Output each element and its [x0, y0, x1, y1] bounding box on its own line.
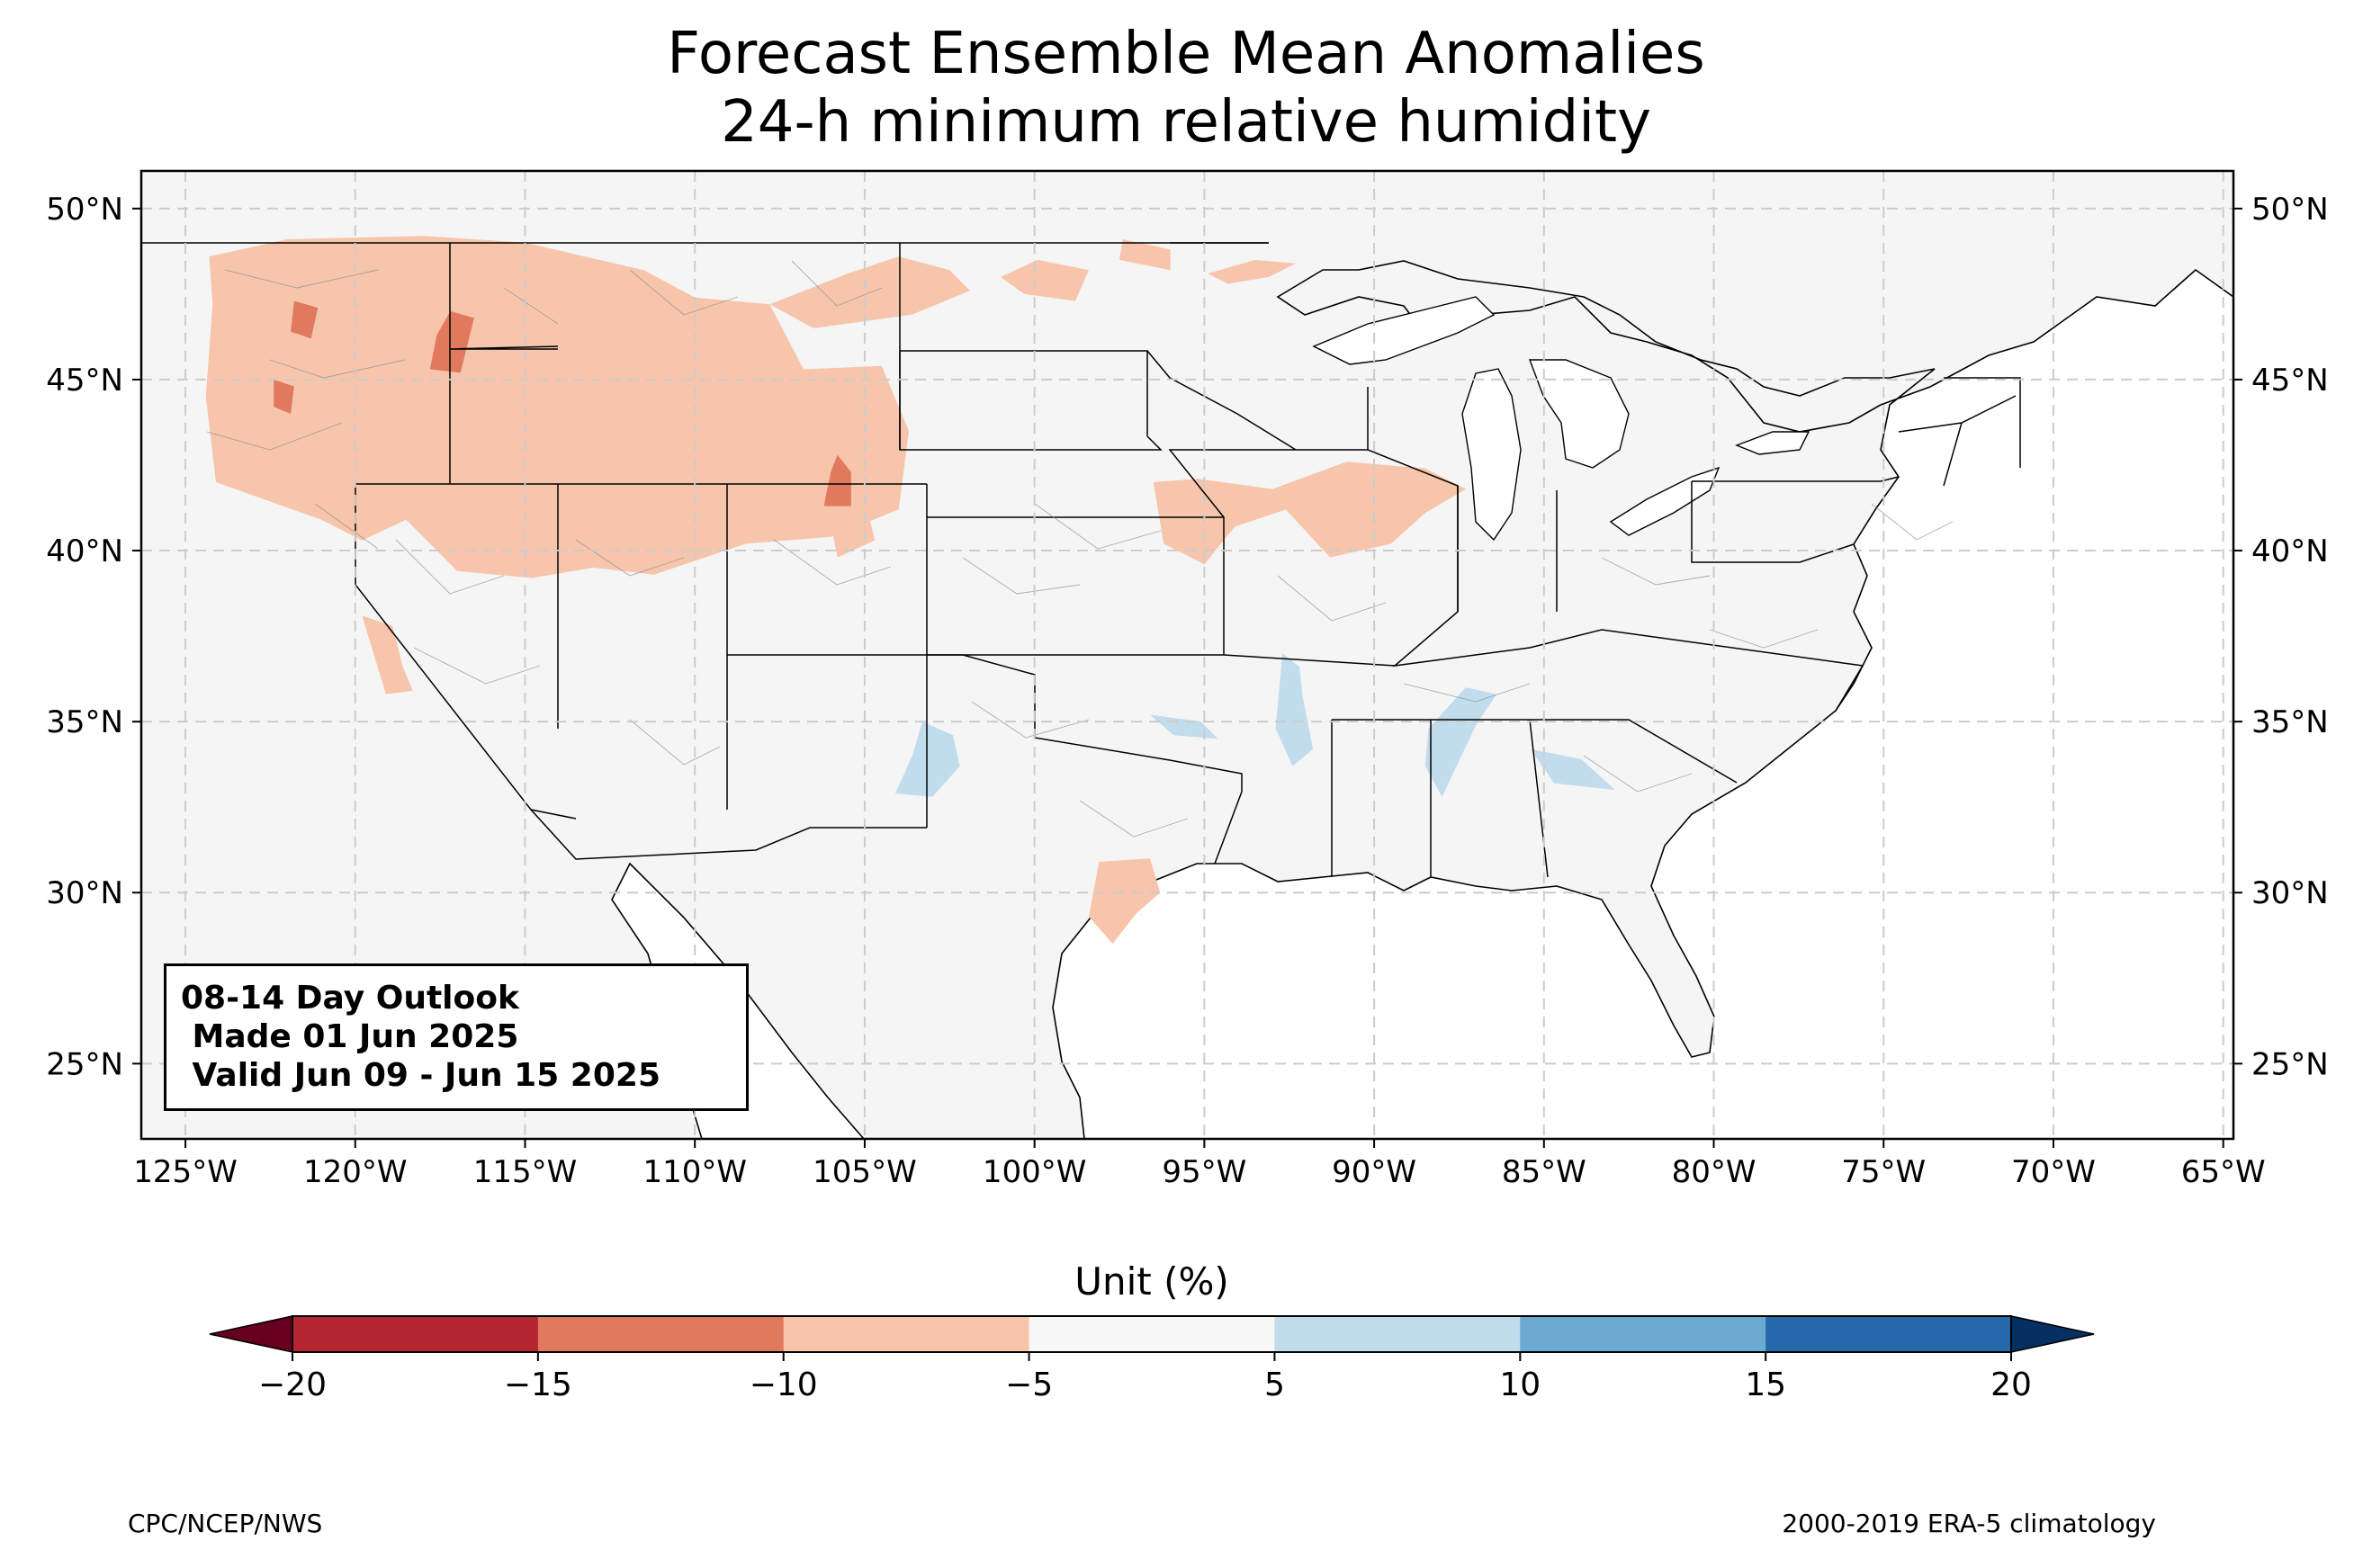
anomaly-iowa-illinois-dry [1153, 461, 1466, 565]
anomaly-north-dakota-dry-2 [1119, 239, 1171, 271]
colorbar-tick-label: −5 [1005, 1366, 1053, 1403]
lat-tick-label-left: 40°N [46, 533, 123, 569]
anomaly-north-dakota-dry-1 [1000, 259, 1089, 301]
anomaly-oklahoma-wet [1150, 714, 1218, 739]
lon-tick-label: 85°W [1502, 1154, 1586, 1190]
lake-michigan [1461, 368, 1522, 542]
anomaly-washington-strong-dry [291, 300, 319, 339]
lake-ontario [1735, 431, 1810, 455]
colorbar-segment [1029, 1316, 1275, 1352]
colorbar-over-arrow [2010, 1315, 2095, 1353]
colorbar-segment [292, 1316, 539, 1352]
lat-tick-label-right: 30°N [2251, 875, 2329, 911]
colorbar-tick-label: −15 [504, 1366, 572, 1403]
colorbar-tick-label: 5 [1264, 1366, 1285, 1403]
anomaly-oregon-strong-dry [274, 379, 294, 414]
colorbar-label: Unit (%) [1074, 1259, 1229, 1304]
colorbar-segment [1274, 1316, 1521, 1352]
colorbar-tick-label: 20 [1990, 1366, 2032, 1403]
county-lines [206, 260, 1954, 838]
anomaly-arkansas-wet [1275, 653, 1314, 766]
lon-tick-label: 65°W [2181, 1154, 2266, 1190]
state-borders [141, 242, 2021, 878]
lon-tick-label: 125°W [133, 1154, 238, 1190]
anomaly-california-dry [362, 615, 413, 694]
anomaly-idaho-strong-dry [429, 310, 474, 373]
colorbar-tick-label: −20 [258, 1366, 327, 1403]
anomaly-georgia-wet [1530, 748, 1616, 791]
lat-tick-label-left: 25°N [46, 1046, 123, 1082]
lat-tick-label-right: 25°N [2251, 1046, 2329, 1082]
colorbar-tick-label: −10 [750, 1366, 818, 1403]
lon-tick-label: 95°W [1162, 1154, 1246, 1190]
colorbar-segment [783, 1316, 1030, 1352]
lon-tick-label: 105°W [813, 1154, 917, 1190]
lon-tick-label: 80°W [1672, 1154, 1757, 1190]
lon-tick-label: 70°W [2011, 1154, 2096, 1190]
colorbar-segment [1766, 1316, 2012, 1352]
lon-tick-label: 100°W [983, 1154, 1087, 1190]
lat-tick-label-left: 45°N [46, 363, 123, 399]
info-line-1: 08-14 Day Outlook [181, 980, 519, 1017]
colorbar: −20 −15 −10 −5 5 10 15 20 [209, 1315, 2095, 1403]
lon-tick-label: 115°W [473, 1154, 578, 1190]
lat-tick-label-left: 35°N [46, 704, 123, 740]
info-line-3: Valid Jun 09 - Jun 15 2025 [181, 1057, 661, 1094]
axis-ticks: 125°W 120°W 115°W 110°W 105°W 100°W 95°W 90°W 85… [46, 192, 2328, 1190]
lat-tick-label-right: 35°N [2251, 704, 2329, 740]
lake-superior [1312, 296, 1496, 365]
credit-right: 2000-2019 ERA-5 climatology [1782, 1509, 2156, 1538]
outlook-info-box: 08-14 Day Outlook Made 01 Jun 2025 Valid… [164, 963, 749, 1111]
lon-tick-label: 110°W [642, 1154, 747, 1190]
lat-tick-label-left: 50°N [46, 192, 123, 228]
lon-tick-label: 90°W [1332, 1154, 1416, 1190]
colorbar-segment [1520, 1316, 1766, 1352]
anomaly-texas-dry [1089, 858, 1161, 945]
title-line-1: Forecast Ensemble Mean Anomalies [667, 21, 1705, 87]
lon-tick-label: 120°W [303, 1154, 408, 1190]
colorbar-segment [537, 1316, 785, 1352]
credit-left: CPC/NCEP/NWS [128, 1509, 323, 1538]
lat-tick-label-right: 40°N [2251, 533, 2329, 569]
map-frame [139, 169, 2235, 1141]
lon-tick-label: 75°W [1841, 1154, 1926, 1190]
chart-title: Forecast Ensemble Mean Anomalies 24-h mi… [0, 20, 2372, 157]
colorbar-outline [292, 1315, 2012, 1353]
info-line-2: Made 01 Jun 2025 [181, 1018, 519, 1055]
lake-huron [1528, 359, 1630, 469]
anomaly-minnesota-dry [1208, 259, 1297, 284]
colorbar-under-arrow [209, 1315, 293, 1353]
anomaly-wyoming-strong-dry [823, 454, 851, 506]
anomaly-northwest-dry [205, 236, 909, 578]
colorbar-tick-label: 15 [1745, 1366, 1786, 1403]
anomaly-alabama-wet [1424, 687, 1496, 797]
anomaly-colorado-dry [827, 506, 876, 558]
lat-tick-label-right: 50°N [2251, 192, 2329, 228]
lat-tick-label-left: 30°N [46, 875, 123, 911]
lat-tick-label-right: 45°N [2251, 363, 2329, 399]
colorbar-tick-label: 10 [1499, 1366, 1541, 1403]
title-line-2: 24-h minimum relative humidity [721, 89, 1651, 156]
